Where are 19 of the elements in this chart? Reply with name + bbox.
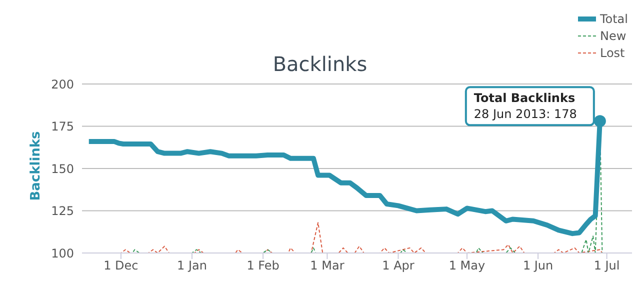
x-tick-label: 1 Mar (310, 258, 344, 273)
y-axis-title: Backlinks (28, 131, 44, 201)
x-tick-label: 1 Feb (246, 258, 280, 273)
y-tick-label: 125 (51, 204, 74, 218)
y-tick-label: 175 (51, 120, 74, 134)
x-tick-label: 1 May (448, 258, 486, 273)
x-tick-label: 1 Jul (594, 258, 620, 273)
chart-title: Backlinks (272, 52, 368, 76)
y-tick-label: 200 (51, 77, 74, 92)
x-tick-label: 1 Dec (104, 258, 138, 273)
legend-label: Total (600, 12, 628, 26)
x-tick-label: 1 Jun (522, 258, 554, 273)
y-tick-label: 150 (51, 162, 74, 176)
x-tick-label: 1 Jan (177, 258, 207, 273)
x-tick-label: 1 Apr (382, 258, 414, 273)
y-tick-label: 100 (51, 246, 74, 260)
legend-label: New (600, 28, 626, 42)
annotation: Total Backlinks 28 Jun 2013: 178 (474, 91, 577, 122)
legend-label: Lost (600, 46, 625, 60)
